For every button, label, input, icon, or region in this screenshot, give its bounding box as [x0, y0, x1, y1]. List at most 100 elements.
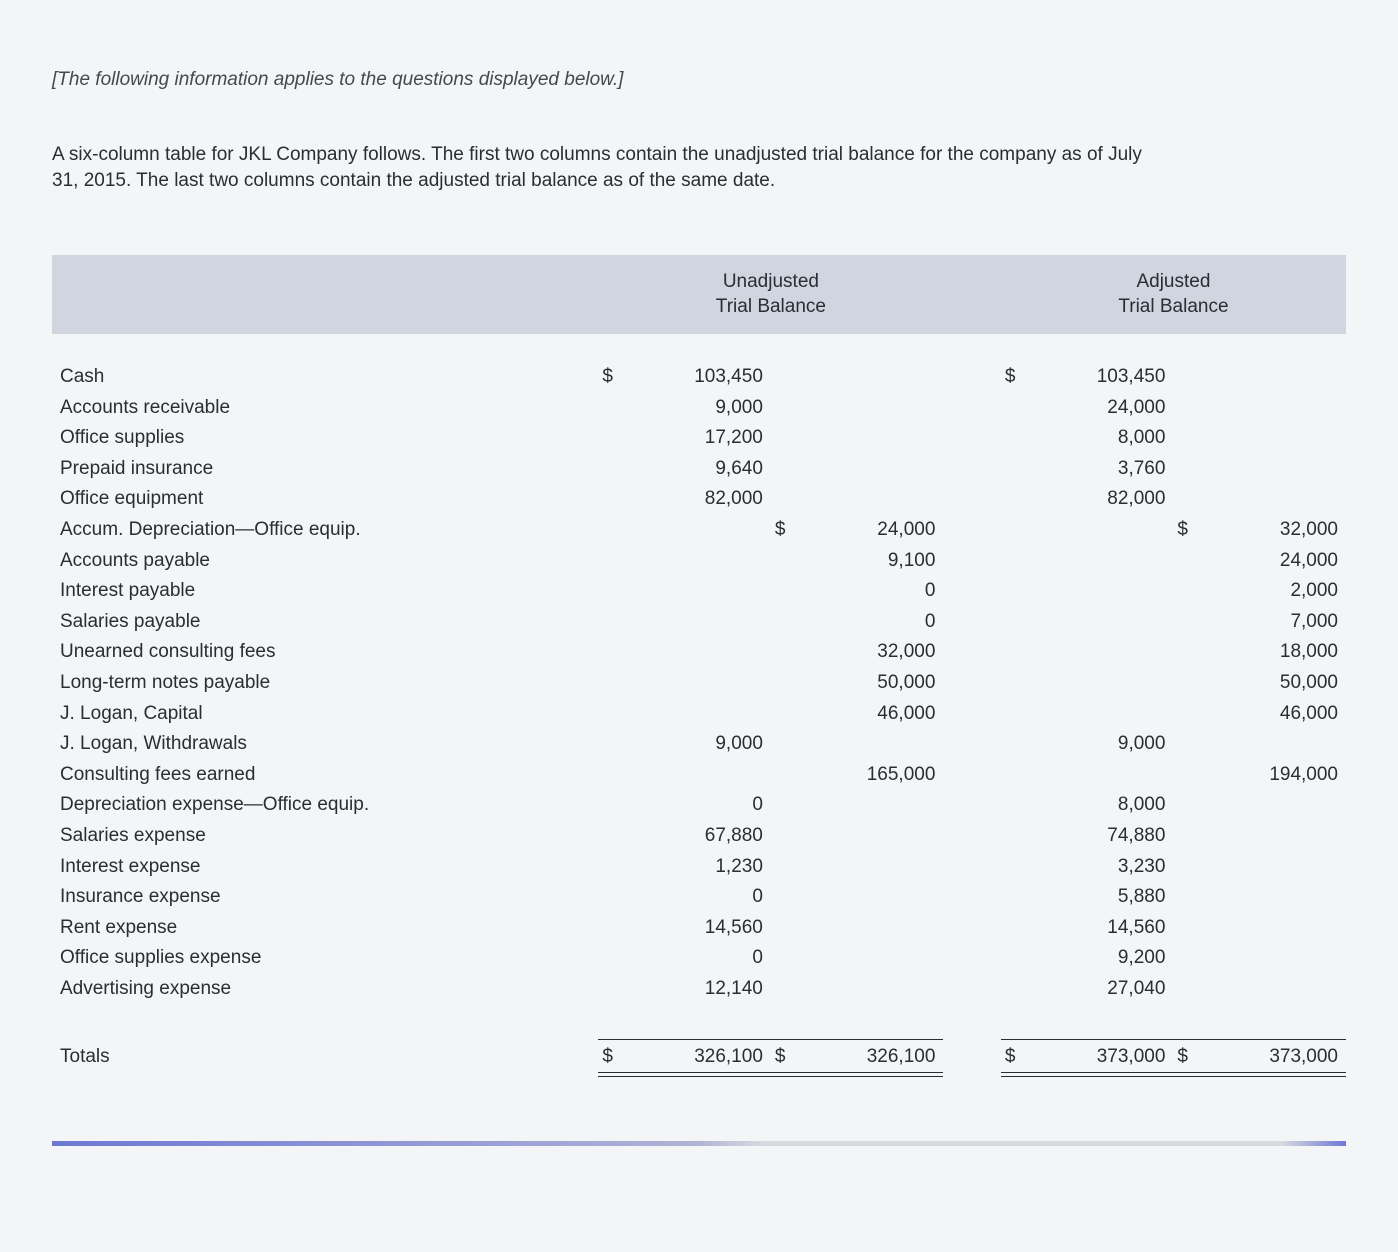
table-row: Unearned consulting fees32,00018,000: [52, 637, 1346, 668]
money-cell: 0: [598, 943, 771, 974]
money-cell: 373,000: [1173, 1039, 1346, 1073]
gap-cell: [943, 1039, 1001, 1073]
money-cell: 82,000: [1001, 484, 1174, 515]
money-cell: [598, 760, 771, 791]
money-cell: [598, 576, 771, 607]
money-cell: [771, 943, 944, 974]
table-row: Office supplies expense09,200: [52, 943, 1346, 974]
gap-cell: [943, 515, 1001, 546]
money-cell: [1173, 393, 1346, 424]
account-name: Prepaid insurance: [52, 454, 598, 485]
money-cell: 326,100: [771, 1039, 944, 1073]
money-cell: 194,000: [1173, 760, 1346, 791]
gap-cell: [943, 546, 1001, 577]
money-cell: [598, 699, 771, 730]
money-cell: 3,230: [1001, 852, 1174, 883]
money-cell: [771, 790, 944, 821]
money-cell: [771, 484, 944, 515]
table-row: Consulting fees earned 165,000 194,000: [52, 760, 1346, 791]
money-cell: 50,000: [771, 668, 944, 699]
table-row: Depreciation expense—Office equip.08,000: [52, 790, 1346, 821]
table-row: Accounts payable9,10024,000: [52, 546, 1346, 577]
gap-cell: [943, 668, 1001, 699]
gap-cell: [943, 484, 1001, 515]
money-cell: [1173, 484, 1346, 515]
gap-cell: [943, 943, 1001, 974]
money-cell: 67,880: [598, 821, 771, 852]
money-cell: [771, 423, 944, 454]
table-row: Accounts receivable9,00024,000: [52, 393, 1346, 424]
money-cell: [1173, 913, 1346, 944]
account-name: Interest payable: [52, 576, 598, 607]
money-cell: [598, 607, 771, 638]
account-name: Unearned consulting fees: [52, 637, 598, 668]
table-row: Prepaid insurance9,6403,760: [52, 454, 1346, 485]
gap-cell: [943, 882, 1001, 913]
account-name: J. Logan, Capital: [52, 699, 598, 730]
totals-label: Totals: [52, 1039, 598, 1073]
account-name: Accounts receivable: [52, 393, 598, 424]
gap-cell: [943, 576, 1001, 607]
money-cell: [598, 515, 771, 546]
money-cell: [1173, 882, 1346, 913]
money-cell: 46,000: [1173, 699, 1346, 730]
money-cell: [1173, 852, 1346, 883]
money-cell: 103,450: [1001, 362, 1174, 393]
money-cell: [598, 637, 771, 668]
money-cell: [598, 546, 771, 577]
money-cell: [771, 454, 944, 485]
account-name: Rent expense: [52, 913, 598, 944]
money-cell: [771, 729, 944, 760]
money-cell: 17,200: [598, 423, 771, 454]
gap-cell: [943, 454, 1001, 485]
money-cell: [1173, 454, 1346, 485]
account-name: Office equipment: [52, 484, 598, 515]
money-cell: 18,000: [1173, 637, 1346, 668]
bottom-accent-bar: [52, 1141, 1346, 1146]
intro-italic-note: [The following information applies to th…: [52, 67, 1346, 94]
money-cell: 14,560: [598, 913, 771, 944]
gap-cell: [943, 821, 1001, 852]
money-cell: 5,880: [1001, 882, 1174, 913]
table-row: Insurance expense05,880: [52, 882, 1346, 913]
money-cell: [771, 913, 944, 944]
table-row: Advertising expense12,14027,040: [52, 974, 1346, 1005]
table-row: Long-term notes payable50,00050,000: [52, 668, 1346, 699]
money-cell: [771, 882, 944, 913]
gap-cell: [943, 699, 1001, 730]
account-name: Long-term notes payable: [52, 668, 598, 699]
money-cell: 8,000: [1001, 790, 1174, 821]
money-cell: [1173, 790, 1346, 821]
money-cell: [1173, 943, 1346, 974]
money-cell: [1001, 637, 1174, 668]
money-cell: [1001, 576, 1174, 607]
money-cell: [1173, 362, 1346, 393]
money-cell: [1173, 423, 1346, 454]
money-cell: [1001, 607, 1174, 638]
money-cell: 9,100: [771, 546, 944, 577]
money-cell: 32,000: [1173, 515, 1346, 546]
money-cell: 8,000: [1001, 423, 1174, 454]
totals-row: Totals326,100326,100373,000373,000: [52, 1039, 1346, 1073]
money-cell: 24,000: [771, 515, 944, 546]
money-cell: 24,000: [1001, 393, 1174, 424]
money-cell: 373,000: [1001, 1039, 1174, 1073]
table-row: J. Logan, Capital46,00046,000: [52, 699, 1346, 730]
money-cell: 27,040: [1001, 974, 1174, 1005]
account-name: Accum. Depreciation—Office equip.: [52, 515, 598, 546]
account-name: Depreciation expense—Office equip.: [52, 790, 598, 821]
gap-cell: [943, 913, 1001, 944]
money-cell: 12,140: [598, 974, 771, 1005]
money-cell: 0: [598, 882, 771, 913]
money-cell: 9,000: [1001, 729, 1174, 760]
gap-cell: [943, 607, 1001, 638]
gap-cell: [943, 637, 1001, 668]
money-cell: 165,000: [771, 760, 944, 791]
money-cell: 82,000: [598, 484, 771, 515]
account-name: Consulting fees earned: [52, 760, 598, 791]
table-row: J. Logan, Withdrawals9,0009,000: [52, 729, 1346, 760]
table-row: Office equipment82,00082,000: [52, 484, 1346, 515]
money-cell: 326,100: [598, 1039, 771, 1073]
money-cell: 0: [771, 576, 944, 607]
money-cell: 74,880: [1001, 821, 1174, 852]
